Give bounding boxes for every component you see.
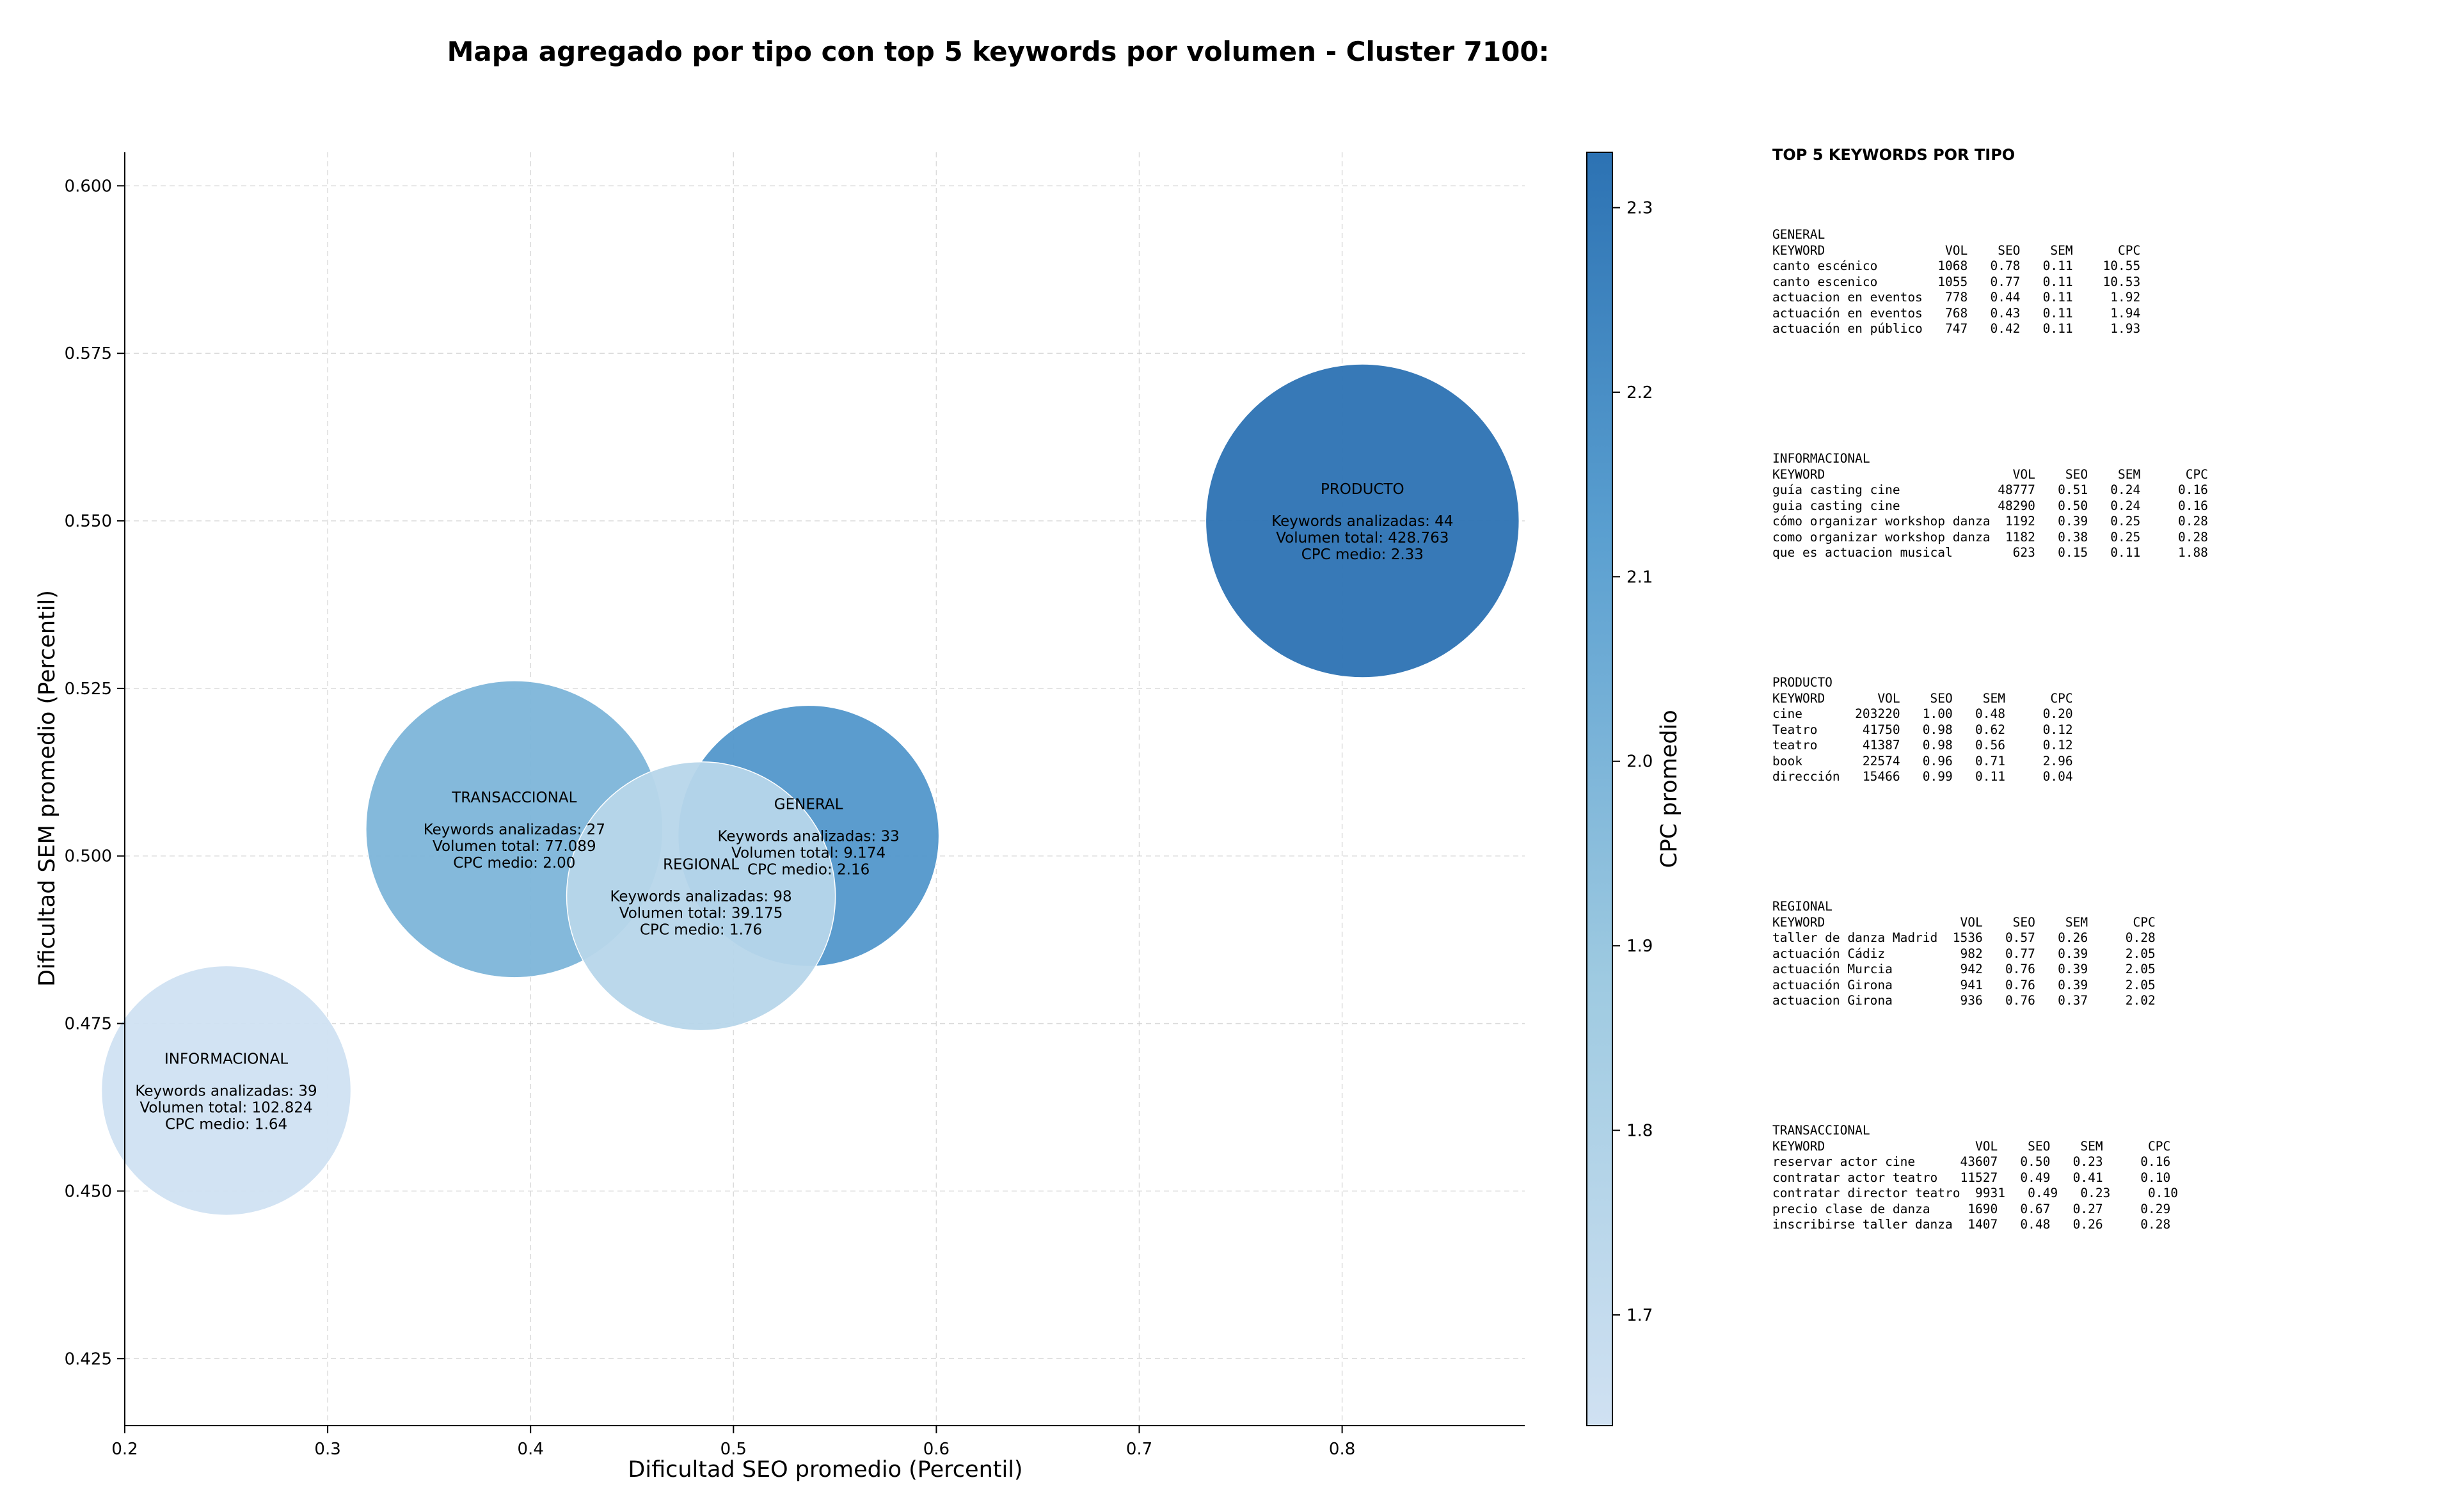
keyword-table-text: GENERAL KEYWORD VOL SEO SEM CPC canto es… xyxy=(1772,227,2141,336)
top-keywords-panel: TOP 5 KEYWORDS POR TIPO GENERAL KEYWORD … xyxy=(1772,146,2451,1232)
colorbar-tick-label: 1.8 xyxy=(1626,1122,1653,1141)
bubble-detail-transaccional: Keywords analizadas: 27 xyxy=(424,822,605,838)
y-tick-label: 0.600 xyxy=(65,177,112,196)
bubble-detail-regional: Keywords analizadas: 98 xyxy=(610,889,791,905)
bubble-detail-transaccional: Volumen total: 77.089 xyxy=(433,838,596,855)
keyword-table-text: REGIONAL KEYWORD VOL SEO SEM CPC taller … xyxy=(1772,899,2156,1008)
keyword-table-text: TRANSACCIONAL KEYWORD VOL SEO SEM CPC re… xyxy=(1772,1123,2178,1232)
bubble-label-transaccional: TRANSACCIONAL xyxy=(451,790,576,806)
bubble-detail-transaccional: CPC medio: 2.00 xyxy=(453,855,575,871)
x-tick-label: 0.5 xyxy=(720,1440,747,1459)
bubble-detail-producto: Volumen total: 428.763 xyxy=(1276,530,1449,546)
bubble-detail-general: Volumen total: 9.174 xyxy=(731,845,886,861)
y-tick-label: 0.550 xyxy=(65,512,112,531)
x-tick-label: 0.6 xyxy=(923,1440,950,1459)
bubble-detail-informacional: Volumen total: 102.824 xyxy=(139,1099,312,1116)
x-tick-label: 0.4 xyxy=(518,1440,544,1459)
x-tick-label: 0.2 xyxy=(111,1440,138,1459)
bubble-label-regional: REGIONAL xyxy=(663,857,739,873)
y-axis-label: Dificultad SEM promedio (Percentil) xyxy=(35,590,60,987)
bubble-detail-regional: CPC medio: 1.76 xyxy=(640,922,762,939)
y-tick-label: 0.450 xyxy=(65,1182,112,1201)
bubble-detail-informacional: Keywords analizadas: 39 xyxy=(135,1083,317,1099)
bubble-label-general: GENERAL xyxy=(774,796,843,813)
colorbar-tick-label: 2.0 xyxy=(1626,752,1653,772)
chart-title: Mapa agregado por tipo con top 5 keyword… xyxy=(447,36,1550,67)
colorbar-label: CPC promedio xyxy=(1657,710,1682,868)
bubble-detail-regional: Volumen total: 39.175 xyxy=(619,905,783,922)
keyword-block-producto: PRODUCTO KEYWORD VOL SEO SEM CPC cine 20… xyxy=(1772,675,2073,785)
colorbar: 1.7 1.8 1.9 2.0 2.1 2.2 2.3 xyxy=(1586,152,1653,1426)
keyword-block-informacional: INFORMACIONAL KEYWORD VOL SEO SEM CPC gu… xyxy=(1772,451,2208,561)
colorbar-tick-label: 2.3 xyxy=(1626,199,1653,218)
colorbar-tick-label: 1.9 xyxy=(1626,937,1653,956)
y-tick-label: 0.475 xyxy=(65,1015,112,1034)
keyword-block-general: GENERAL KEYWORD VOL SEO SEM CPC canto es… xyxy=(1772,227,2140,337)
bubble-detail-general: CPC medio: 2.16 xyxy=(747,861,870,878)
axes: 0.2 0.3 0.4 0.5 0.6 0.7 0.8 0.425 0.450 0.475 0.50… xyxy=(65,152,1525,1459)
bubble-detail-general: Keywords analizadas: 33 xyxy=(718,828,900,845)
colorbar-tick-label: 1.7 xyxy=(1626,1306,1653,1325)
bubble-producto xyxy=(1205,363,1520,678)
bubble-informacional xyxy=(100,965,352,1216)
x-tick-label: 0.7 xyxy=(1126,1440,1152,1459)
x-tick-label: 0.8 xyxy=(1329,1440,1355,1459)
x-axis-label: Dificultad SEO promedio (Percentil) xyxy=(628,1457,1022,1483)
bubble-regional xyxy=(566,761,836,1031)
keyword-table-text: INFORMACIONAL KEYWORD VOL SEO SEM CPC gu… xyxy=(1772,451,2208,560)
y-tick-label: 0.575 xyxy=(65,344,112,363)
bubble-detail-producto: CPC medio: 2.33 xyxy=(1301,546,1424,563)
keyword-table-text: PRODUCTO KEYWORD VOL SEO SEM CPC cine 20… xyxy=(1772,675,2073,784)
colorbar-tick-label: 2.1 xyxy=(1626,568,1653,587)
keyword-block-regional: REGIONAL KEYWORD VOL SEO SEM CPC taller … xyxy=(1772,899,2156,1009)
colorbar-gradient xyxy=(1586,152,1613,1426)
y-tick-label: 0.425 xyxy=(65,1349,112,1369)
top-keywords-heading: TOP 5 KEYWORDS POR TIPO xyxy=(1772,146,2016,164)
bubble-label-informacional: INFORMACIONAL xyxy=(164,1051,288,1067)
x-tick-label: 0.3 xyxy=(314,1440,340,1459)
bubble-label-producto: PRODUCTO xyxy=(1321,481,1404,498)
y-tick-label: 0.500 xyxy=(65,847,112,866)
keyword-block-transaccional: TRANSACCIONAL KEYWORD VOL SEO SEM CPC re… xyxy=(1772,1123,2178,1233)
y-tick-label: 0.525 xyxy=(65,680,112,699)
colorbar-tick-label: 2.2 xyxy=(1626,383,1653,402)
bubble-detail-producto: Keywords analizadas: 44 xyxy=(1271,513,1453,530)
bubble-detail-informacional: CPC medio: 1.64 xyxy=(165,1116,287,1133)
